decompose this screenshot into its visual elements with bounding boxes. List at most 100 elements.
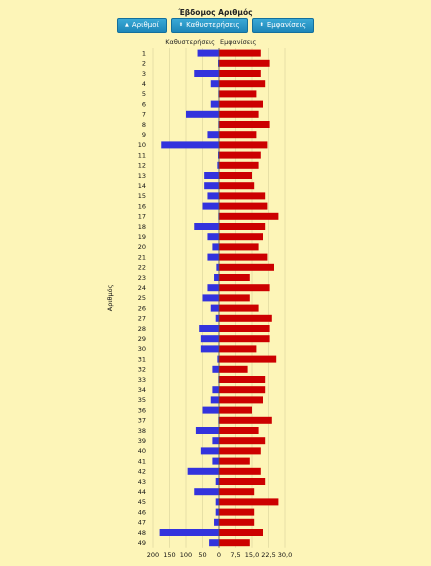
delays-bar xyxy=(215,314,219,322)
category-label: 19 xyxy=(138,233,146,241)
appearances-bar xyxy=(219,386,266,394)
category-label: 25 xyxy=(138,294,146,302)
appearances-bar xyxy=(219,253,268,261)
appearances-bar xyxy=(219,508,255,516)
category-label: 46 xyxy=(138,508,146,516)
appearances-bar xyxy=(219,131,257,139)
appearances-bar xyxy=(219,70,261,77)
delays-bar xyxy=(212,457,219,465)
category-label: 41 xyxy=(138,457,146,465)
delays-bar xyxy=(187,467,219,475)
appearances-bar xyxy=(219,182,255,190)
appearances-bar xyxy=(219,345,257,353)
appearances-bar xyxy=(219,223,266,230)
category-label: 43 xyxy=(138,478,146,486)
appearances-bar xyxy=(219,233,263,241)
appearances-bar xyxy=(219,80,266,88)
appearances-bar xyxy=(219,151,261,159)
category-label: 44 xyxy=(138,488,146,496)
delays-bar xyxy=(186,110,219,118)
appearances-bar xyxy=(219,90,257,98)
delays-bar xyxy=(214,518,219,526)
category-label: 15 xyxy=(138,192,146,200)
delays-bar xyxy=(218,59,219,67)
appearances-bar xyxy=(219,488,255,496)
appearances-series-label: Εμφανίσεις xyxy=(220,38,256,46)
appearances-bar xyxy=(219,202,268,210)
delays-bar xyxy=(202,406,219,414)
sort-by-delays-label: Καθυστερήσεις xyxy=(186,21,240,29)
sort-icon: ⬍ xyxy=(259,22,264,28)
appearances-bar xyxy=(219,478,266,485)
x-tick-label: 150 xyxy=(163,551,175,559)
category-label: 40 xyxy=(138,447,146,455)
appearances-bar xyxy=(219,243,259,251)
delays-bar xyxy=(212,365,219,373)
delays-bar xyxy=(210,304,219,312)
appearances-bar xyxy=(219,59,270,67)
x-tick-label: 200 xyxy=(147,551,159,559)
category-label: 2 xyxy=(142,60,146,68)
sort-by-number-label: Αριθμοί xyxy=(131,21,159,29)
delays-bar xyxy=(200,335,219,343)
sort-by-appearances-button[interactable]: ⬍ Εμφανίσεις xyxy=(251,18,314,33)
category-label: 27 xyxy=(138,315,146,323)
appearances-bar xyxy=(219,325,270,332)
appearances-bar xyxy=(219,335,270,343)
x-tick-label: 22,5 xyxy=(261,551,275,559)
category-label: 34 xyxy=(138,386,146,394)
sort-by-number-button[interactable]: ▲ Αριθμοί xyxy=(117,18,167,33)
category-label: 49 xyxy=(138,539,146,547)
category-label: 7 xyxy=(142,111,146,119)
delays-bar xyxy=(195,427,219,434)
delays-bar xyxy=(202,294,219,302)
category-label: 30 xyxy=(138,345,146,353)
category-label: 28 xyxy=(138,325,146,333)
delays-bar xyxy=(204,172,219,179)
delays-bar xyxy=(202,202,219,210)
delays-bar xyxy=(200,447,219,455)
delays-bar xyxy=(214,274,219,281)
category-label: 32 xyxy=(138,366,146,374)
delays-bar xyxy=(207,131,219,139)
appearances-bar xyxy=(219,437,266,445)
appearances-bar xyxy=(219,304,259,312)
category-label: 23 xyxy=(138,274,146,282)
delays-bar xyxy=(207,192,219,200)
appearances-bar xyxy=(219,100,263,108)
x-tick-label: 50 xyxy=(198,551,206,559)
category-label: 11 xyxy=(138,151,146,159)
triangle-up-icon: ▲ xyxy=(125,22,129,28)
category-label: 8 xyxy=(142,121,146,129)
appearances-bar xyxy=(219,294,250,302)
delays-bar xyxy=(207,253,219,261)
delays-bar xyxy=(200,345,219,353)
appearances-bar xyxy=(219,172,252,179)
x-tick-label: 100 xyxy=(180,551,192,559)
appearances-bar xyxy=(219,467,261,475)
x-tick-label: 0 xyxy=(217,551,221,559)
x-tick-label: 30,0 xyxy=(278,551,292,559)
appearances-bar xyxy=(219,416,272,424)
category-label: 29 xyxy=(138,335,146,343)
appearances-bar xyxy=(219,110,259,118)
category-label: 14 xyxy=(138,182,146,190)
category-label: 42 xyxy=(138,468,146,476)
appearances-bar xyxy=(219,447,261,455)
category-label: 16 xyxy=(138,202,146,210)
appearances-bar xyxy=(219,121,270,128)
appearances-bar xyxy=(219,498,279,506)
appearances-bar xyxy=(219,161,259,169)
delays-bar xyxy=(210,80,219,88)
category-label: 21 xyxy=(138,253,146,261)
delays-bar xyxy=(159,529,219,536)
appearances-bar xyxy=(219,427,259,434)
appearances-bar xyxy=(219,49,261,57)
chart-title: Έβδομος Αριθμός xyxy=(178,8,253,17)
appearances-bar xyxy=(219,141,268,149)
sort-by-delays-button[interactable]: ⬍ Καθυστερήσεις xyxy=(170,18,248,33)
delays-bar xyxy=(210,100,219,108)
delays-bar xyxy=(217,161,219,169)
category-label: 36 xyxy=(138,406,146,414)
